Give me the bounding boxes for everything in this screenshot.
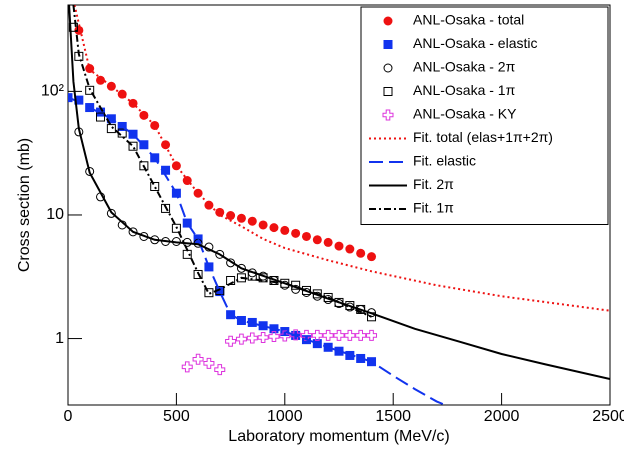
point [322,329,334,341]
point [96,107,106,117]
point [106,208,116,218]
legend-marker [383,63,393,73]
x-tick-label: 0 [64,408,73,425]
x-tick-label: 2000 [484,408,520,425]
x-axis-label: Laboratory momentum (MeV/c) [228,428,449,445]
fit-line [68,5,610,381]
legend-label: Fit. 1π [413,200,454,216]
legend-label: ANL-Osaka - total [413,12,524,28]
point [291,228,301,238]
legend-marker [383,16,393,26]
point [312,235,322,245]
point [226,211,236,221]
point [280,327,290,337]
point [96,112,106,122]
point [161,203,171,213]
point [181,361,193,373]
point [301,231,311,241]
y-axis-label: Cross section (mb) [16,138,33,272]
point [85,166,95,176]
point [215,287,225,297]
legend-marker [383,87,393,96]
point [246,332,258,344]
legend-label: ANL-Osaka - 2π [413,59,516,75]
point [171,223,181,233]
point [192,353,204,365]
point [235,333,247,345]
point [236,213,246,223]
point [150,181,160,191]
point [280,225,290,235]
plot-frame [67,4,611,406]
point [161,165,171,175]
fit-line [73,5,610,312]
legend-label: ANL-Osaka - elastic [413,35,537,51]
legend-label: ANL-Osaka - KY [413,106,517,122]
point [355,329,367,341]
point [215,249,225,259]
point [128,129,138,139]
x-tick-label: 1000 [267,408,303,425]
point [344,329,356,341]
point [193,188,203,198]
point [74,25,84,35]
point [204,288,214,298]
point [258,220,268,230]
point [257,331,269,343]
point [258,321,268,331]
point [323,237,333,247]
point [345,244,355,254]
y-tick-label: 10 [46,206,64,223]
legend-label: ANL-Osaka - 1π [413,82,516,98]
point [106,124,116,134]
point [225,335,237,347]
point [269,223,279,233]
legend-marker [383,40,393,49]
point [128,227,138,237]
point [96,75,106,85]
point [214,364,226,376]
plot-area [68,5,610,405]
point [356,353,366,363]
point [74,95,84,105]
fit-line [72,5,372,318]
point [268,330,280,342]
point [193,269,203,279]
point [106,81,116,91]
point [311,329,323,341]
point [171,161,181,171]
point [367,252,377,262]
point [236,315,246,325]
point [279,330,291,342]
point [204,200,214,210]
legend-marker [382,109,394,121]
point [334,297,344,307]
x-tick-label: 500 [163,408,190,425]
point [334,346,344,356]
point [236,263,246,273]
point [215,207,225,217]
point [203,357,215,369]
legend-label: Fit. elastic [413,153,476,169]
y-tick-label: 10² [41,83,65,100]
legend-box [360,6,609,225]
point [333,329,345,341]
legend: ANL-Osaka - total ANL-Osaka - elastic ANL-… [360,6,609,225]
point [85,85,95,95]
x-tick-label: 1500 [375,408,411,425]
point [128,141,138,151]
point [334,241,344,251]
legend-label: Fit. 2π [413,176,454,192]
x-tick-label: 2500 [592,408,624,425]
point [366,329,378,341]
point [150,120,160,130]
point [247,216,257,226]
legend-label: Fit. total (elas+1π+2π) [413,129,553,145]
point [139,161,149,171]
y-tick-label: 1 [55,330,64,347]
point [356,248,366,258]
